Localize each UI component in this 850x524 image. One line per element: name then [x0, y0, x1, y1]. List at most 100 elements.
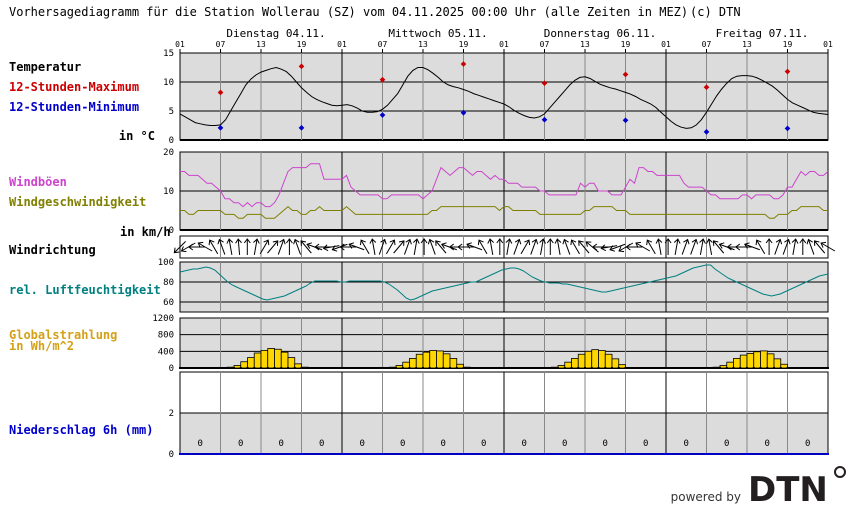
hour-axis: 01 07 13 19 01 07 13 19 01 07 13 19 01 07 13 19 01 [175, 40, 833, 53]
radiation-tick [401, 367, 404, 369]
precip-ytick: 0 [169, 450, 174, 460]
wind-arrow [427, 238, 436, 255]
wind-arrow-head [699, 238, 706, 244]
tmin-point [541, 116, 548, 123]
wind-arrow-head [339, 243, 345, 251]
wind-arrow-shaft [385, 239, 395, 255]
radiation-ytick: 400 [158, 347, 174, 357]
radiation-tick [813, 367, 816, 369]
wind-arrow-shaft [378, 239, 386, 255]
temp-ytick: 0 [169, 136, 174, 146]
radiation-tick [543, 367, 546, 369]
radiation-tick [260, 367, 262, 369]
wind-arrow [743, 242, 760, 251]
radiation-tick [563, 367, 566, 369]
temp-ytick: 15 [163, 49, 174, 59]
radiation-bar [577, 353, 586, 369]
wind-arrow-head [799, 238, 807, 244]
wind-arrow-head [820, 241, 827, 248]
wind-arrow [799, 238, 807, 255]
radiation-tick [530, 367, 532, 369]
radiation-tick [354, 367, 357, 369]
wind-arrow-head [457, 243, 463, 251]
wind-arrow-shaft [429, 239, 436, 255]
wind-arrow [635, 241, 651, 252]
radiation-bar [571, 358, 579, 369]
wind-arrow [277, 238, 286, 255]
radiation-bar [550, 366, 559, 369]
wind-arrow-shaft [349, 243, 365, 251]
wind-arrow [813, 240, 826, 254]
precip-value: 0 [562, 439, 567, 449]
wind-arrow-head [505, 238, 513, 244]
wind-arrow [487, 238, 495, 255]
wind-arrow [322, 244, 340, 252]
wind-arrow-head [600, 244, 607, 252]
day-label: Dienstag 04.11. [226, 27, 325, 40]
radiation-tick [644, 367, 647, 369]
radiation-bar [388, 366, 397, 369]
radiation-bar [233, 365, 242, 369]
wind-arrow [197, 241, 213, 252]
wind-arrow-shaft [635, 242, 651, 252]
tmin-point [298, 124, 305, 131]
wind-arrow [285, 238, 293, 255]
radiation-tick [192, 367, 195, 369]
radiation-bar [760, 350, 768, 369]
wind-arrow-head [243, 238, 251, 244]
wind-arrow [314, 243, 332, 251]
wind-arrow-head [322, 244, 329, 252]
wind-arrow [267, 240, 279, 254]
radiation-tick [550, 367, 553, 369]
radiation-tick [388, 367, 391, 369]
wind-arrow-head [618, 246, 625, 253]
radiation-tick [503, 367, 505, 369]
wind-arrow-shaft [173, 240, 187, 254]
hour-tick-label: 13 [742, 40, 752, 49]
wind-arrow-head [435, 240, 441, 246]
wind-arrow-shaft [792, 239, 797, 255]
radiation-tick [347, 367, 350, 369]
tmin-point [217, 124, 224, 131]
hour-tick-label: 19 [297, 40, 307, 49]
wind-arrow-shaft [277, 239, 285, 255]
tmin-point [703, 129, 710, 135]
wind-arrow-shaft [393, 240, 405, 254]
wind-arrow [712, 240, 725, 254]
wind-arrow-shaft [820, 242, 836, 252]
radiation-tick [280, 367, 283, 369]
radiation-tick [415, 367, 418, 369]
wind-arrow [208, 239, 219, 255]
radiation-tick [746, 367, 748, 369]
tmax-point [703, 84, 710, 91]
radiation-bar [226, 366, 235, 369]
wind-arrow-head [554, 238, 562, 244]
radiation-bar [604, 353, 613, 369]
radiation-tick [577, 367, 580, 369]
radiation-tick [455, 367, 458, 369]
wind-arrow-head [389, 239, 396, 246]
wind-arrow-head [609, 245, 616, 252]
radiation-tick [597, 367, 600, 369]
radiation-bar [719, 365, 728, 369]
wind-arrow-shaft [506, 239, 511, 255]
radiation-tick [300, 367, 303, 369]
marks: 0 0 0 0 0 0 0 0 0 0 0 0 0 0 0 0 [173, 61, 836, 455]
radiation-tick [482, 367, 485, 369]
hour-tick-label: 01 [499, 40, 509, 49]
wind-arrow [673, 238, 681, 255]
wind-arrow-head [380, 238, 387, 245]
wind-arrow-shaft [294, 239, 302, 255]
radiation-tick [314, 367, 316, 369]
radiation-tick [536, 367, 539, 369]
radiation-tick [806, 367, 809, 369]
gridlines: 0 5 10 15 0 10 20 60 80 100 0 400 800 1200 0 2 [152, 49, 829, 460]
tmax-point [379, 76, 386, 83]
radiation-tick [638, 367, 640, 369]
hour-tick-label: 19 [459, 40, 469, 49]
radiation-ytick: 0 [169, 364, 174, 374]
radiation-bar [591, 349, 599, 369]
wind-arrow-shaft [744, 243, 760, 251]
radiation-tick [685, 367, 688, 369]
wind-arrow [505, 238, 513, 255]
